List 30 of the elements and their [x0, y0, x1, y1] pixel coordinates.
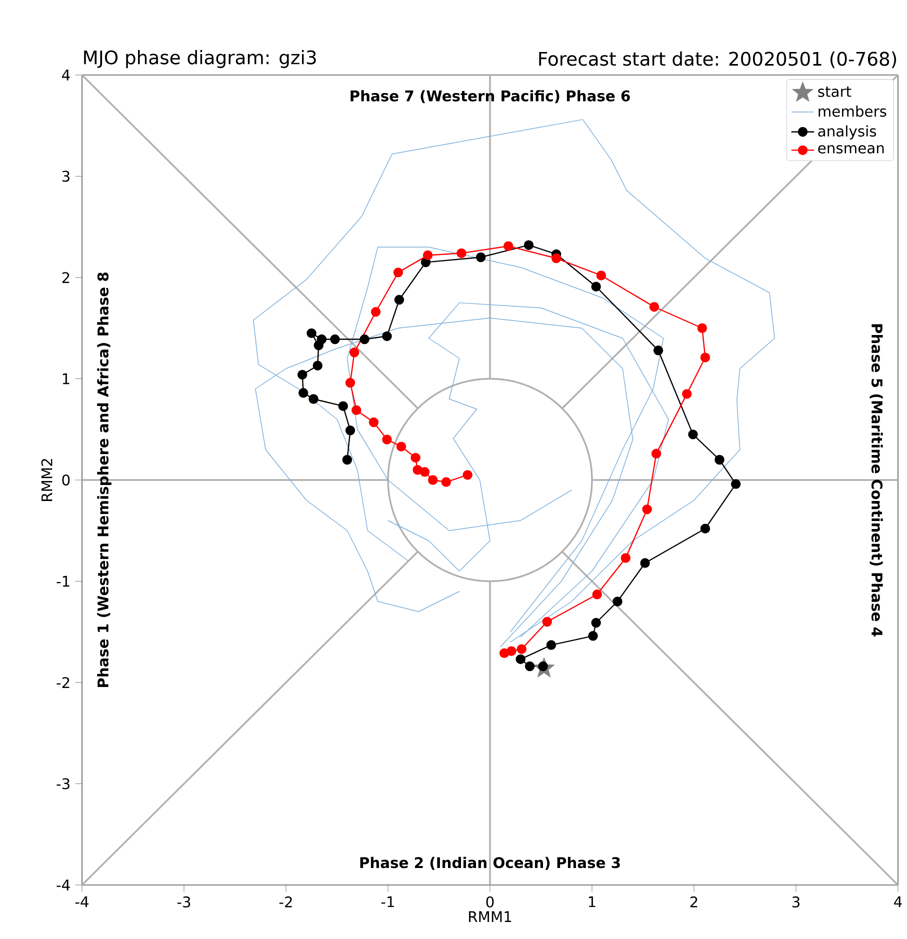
- x-tick-label: -3: [177, 896, 190, 908]
- y-tick-label: -3: [56, 778, 70, 790]
- y-tick-label: -1: [56, 576, 70, 587]
- chart-subtitle: Forecast start date: 20020501 (0-768): [539, 51, 896, 68]
- legend-label: analysis: [818, 125, 876, 140]
- annotation: Phase 7 (Western Pacific) Phase 6: [350, 90, 630, 104]
- y-tick-label: 0: [62, 474, 70, 486]
- x-tick-label: 0: [486, 896, 494, 908]
- annotation: Phase 5 (Maritime Continent) Phase 4: [870, 324, 883, 636]
- y-tick-label: 3: [62, 170, 70, 182]
- legend-label: members: [818, 105, 886, 117]
- y-tick-label: -4: [56, 880, 70, 890]
- y-tick-label: 1: [62, 373, 70, 384]
- y-axis-title: RMM2: [41, 459, 52, 501]
- annotation: Phase 2 (Indian Ocean) Phase 3: [360, 856, 620, 870]
- x-tick-label: 1: [588, 896, 596, 908]
- x-tick-label: -4: [75, 896, 88, 908]
- x-tick-label: 4: [894, 896, 902, 908]
- y-tick-label: 2: [62, 272, 70, 283]
- x-axis-title: RMM1: [468, 911, 512, 922]
- legend-label: start: [818, 86, 852, 98]
- annotation: Phase 1 (Western Hemisphere and Africa) Phase 8: [97, 272, 112, 688]
- x-tick-label: -2: [279, 896, 292, 908]
- x-tick-label: -1: [381, 896, 394, 908]
- legend-label: ensmean: [818, 145, 884, 154]
- x-tick-label: 3: [792, 896, 800, 908]
- y-tick-label: -2: [56, 677, 70, 688]
- x-tick-label: 2: [690, 896, 698, 908]
- y-tick-label: 4: [62, 70, 70, 80]
- chart-title: MJO phase diagram: gzi3: [84, 50, 316, 68]
